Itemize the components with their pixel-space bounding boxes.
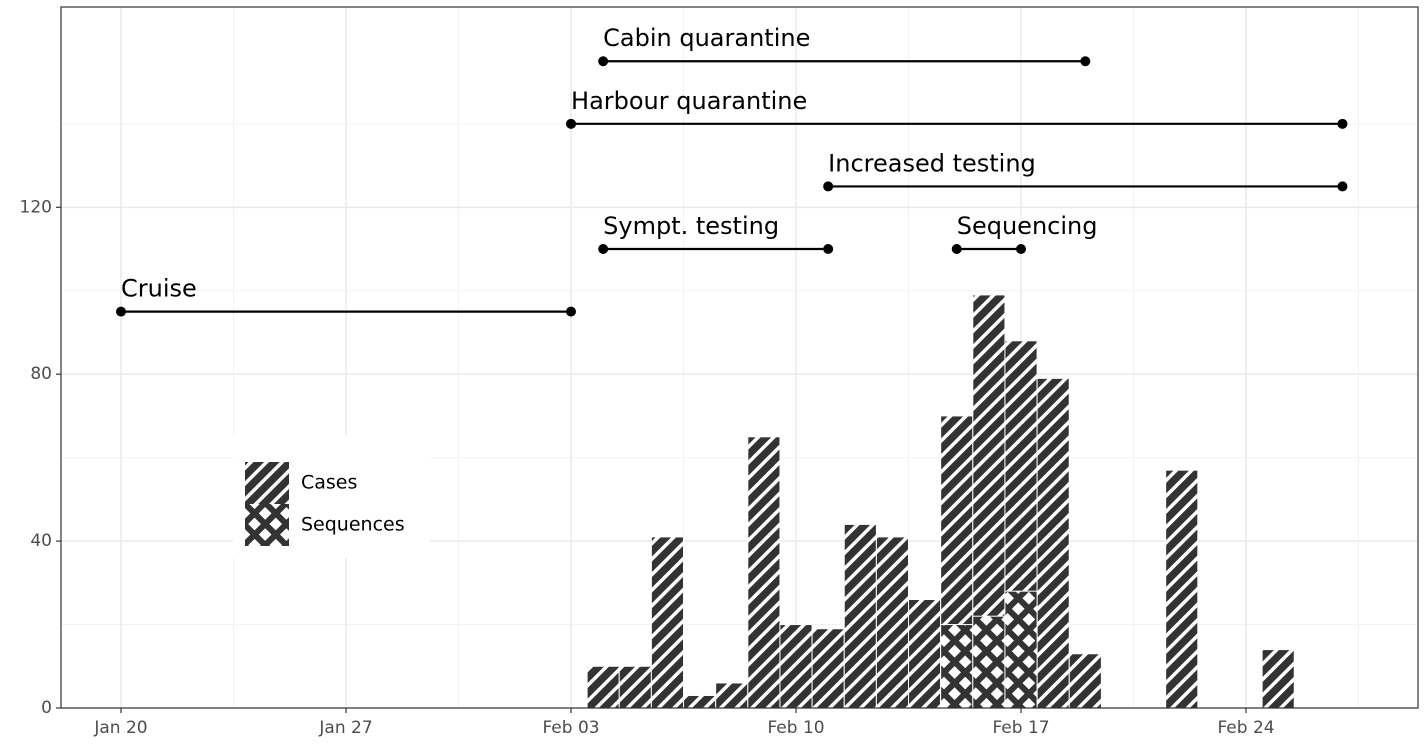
legend-key [245,462,289,504]
bar [875,536,910,709]
legend-label: Sequences [301,514,405,536]
interval-label: Sequencing [957,212,1098,240]
bar [683,694,717,709]
bar [908,599,942,709]
plot-border [60,6,1419,709]
bar [1261,649,1295,709]
legend: Cases Sequences [233,435,430,558]
interval-end [566,306,577,317]
bar [586,665,620,709]
interval-label: Cruise [121,275,197,303]
interval-label: Sympt. testing [603,212,779,240]
bar [715,682,749,709]
y-tick-label: 0 [41,698,52,718]
y-tick-label: 40 [30,531,52,551]
x-tick-label: Feb 03 [542,718,599,738]
interval-label: Increased testing [828,149,1036,177]
y-tick-label: 80 [30,364,52,384]
bar [843,523,877,709]
interval-end [1337,181,1348,192]
legend-label: Cases [301,472,357,494]
y-tick-label: 120 [20,197,52,217]
bar [779,624,813,709]
x-tick-label: Feb 10 [767,718,824,738]
interval-start [566,118,577,129]
interval-end [1016,244,1027,255]
marks: Cabin quarantine Harbour quarantine Increa… [116,24,1348,709]
interval-label: Cabin quarantine [603,24,810,52]
x-tick-label: Jan 20 [93,718,147,738]
interval-start [598,244,609,255]
x-tick-label: Feb 17 [992,718,1049,738]
interval-end [1080,56,1091,67]
bar [650,536,685,709]
bar [618,665,652,709]
legend-key [245,504,289,546]
x-tick-label: Jan 27 [318,718,372,738]
interval-start [116,306,127,317]
axes: 0 40 80 120 Jan 20 Jan 27 Feb 03 Feb 10 Feb 17 Fe… [20,197,1275,738]
interval-end [1337,118,1348,129]
interval-end [823,244,834,255]
bar [1165,469,1199,709]
bar [747,436,781,709]
interval-start [598,56,609,67]
interval-label: Harbour quarantine [571,87,807,115]
bar [1004,590,1038,709]
x-tick-label: Feb 24 [1217,718,1274,738]
bar [1068,653,1102,709]
interval-start [951,244,962,255]
bar [972,615,1006,709]
bar [940,624,974,709]
bar [1036,377,1070,709]
interval-start [823,181,834,192]
bar [811,628,845,709]
